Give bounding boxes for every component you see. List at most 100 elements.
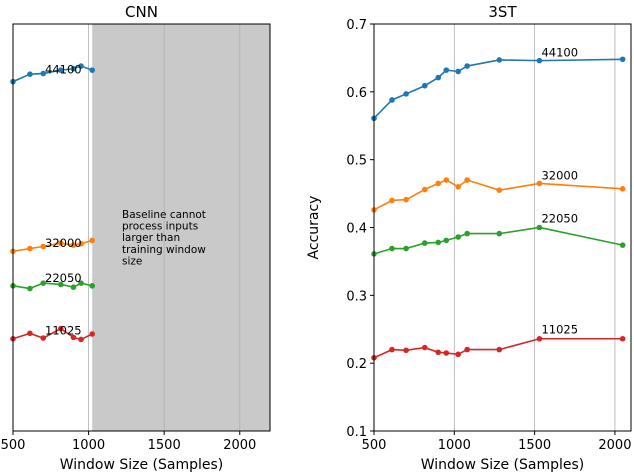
3st-data-point-22050 xyxy=(421,240,428,246)
3st-y-tick-label: 0.5 xyxy=(346,154,367,169)
3st-panel: 44100 32000 22050 11025 500 1000 1500 2000 0.1 0… xyxy=(346,3,632,473)
3st-axes-frame xyxy=(373,23,632,432)
cnn-data-point-11025 xyxy=(57,325,64,332)
3st-series-line-32000 xyxy=(373,179,623,211)
3st-x-tick-label: 2000 xyxy=(598,438,631,453)
3st-data-point-44100 xyxy=(403,91,409,97)
cnn-data-point-11025 xyxy=(70,334,77,341)
3st-data-point-11025 xyxy=(496,346,503,353)
3st-data-point-44100 xyxy=(435,74,442,81)
cnn-data-point-11025 xyxy=(89,331,96,337)
3st-data-point-22050 xyxy=(455,234,461,240)
cnn-annotation-line: size xyxy=(122,255,142,267)
3st-data-point-22050 xyxy=(443,237,450,244)
cnn-annotation-line: Baseline cannot xyxy=(122,209,206,221)
3st-y-tick-label: 0.2 xyxy=(346,357,367,372)
3st-data-point-22050 xyxy=(619,242,626,248)
cnn-data-point-22050 xyxy=(89,283,96,289)
cnn-data-point-22050 xyxy=(70,284,77,290)
cnn-series-label-44100: 44100 xyxy=(45,63,82,77)
3st-y-tick-label: 0.1 xyxy=(346,425,367,440)
cnn-annotation-line: training window xyxy=(122,244,206,256)
3st-data-point-32000 xyxy=(496,187,503,193)
cnn-axes-frame xyxy=(12,23,271,432)
cnn-annotation-line: process inputs xyxy=(122,221,198,233)
cnn-data-point-44100 xyxy=(78,63,84,69)
3st-series-label-44100: 44100 xyxy=(541,46,578,60)
cnn-annotation-line: larger than xyxy=(122,232,180,244)
3st-data-point-22050 xyxy=(536,224,543,231)
cnn-data-point-22050 xyxy=(27,285,33,292)
cnn-data-point-11025 xyxy=(40,335,47,341)
3st-data-point-22050 xyxy=(464,230,470,237)
3st-x-tick-label: 1500 xyxy=(518,438,551,453)
3st-data-point-11025 xyxy=(536,335,543,342)
cnn-data-point-22050 xyxy=(78,280,84,286)
3st-data-point-44100 xyxy=(619,56,626,63)
3st-y-tick-label: 0.7 xyxy=(346,18,367,33)
3st-data-point-11025 xyxy=(389,346,395,353)
cnn-x-tick-label: 1000 xyxy=(72,438,105,453)
3st-y-tick-label: 0.6 xyxy=(346,86,367,101)
3st-data-point-44100 xyxy=(464,63,470,69)
cnn-x-tick-label: 1500 xyxy=(148,438,181,453)
3st-data-point-32000 xyxy=(421,186,428,193)
3st-y-tick-label: 0.3 xyxy=(346,289,367,304)
cnn-data-point-44100 xyxy=(40,70,47,77)
3st-data-point-44100 xyxy=(389,97,395,103)
3st-data-point-11025 xyxy=(435,349,442,356)
3st-data-point-11025 xyxy=(403,347,409,354)
3st-x-tick-label: 500 xyxy=(362,438,387,453)
cnn-series-label-32000: 32000 xyxy=(45,236,82,250)
3st-data-point-44100 xyxy=(421,82,428,89)
3st-data-point-32000 xyxy=(464,177,470,183)
cnn-series-label-11025: 11025 xyxy=(45,324,82,338)
3st-data-point-32000 xyxy=(403,196,409,203)
cnn-data-point-44100 xyxy=(57,67,64,73)
3st-chart-title: 3ST xyxy=(488,3,517,21)
3st-data-point-11025 xyxy=(619,335,626,342)
3st-data-point-11025 xyxy=(464,346,470,353)
3st-data-point-32000 xyxy=(536,180,543,187)
3st-data-point-11025 xyxy=(421,344,428,351)
3st-x-tick-label: 1000 xyxy=(438,438,471,453)
3st-data-point-11025 xyxy=(443,350,450,356)
cnn-x-tick-label: 2000 xyxy=(223,438,256,453)
3st-data-point-44100 xyxy=(443,67,450,73)
cnn-data-point-32000 xyxy=(89,237,96,244)
cnn-chart-title: CNN xyxy=(125,3,158,21)
3st-series-line-44100 xyxy=(373,58,623,119)
cnn-series-label-22050: 22050 xyxy=(45,271,82,285)
3st-data-point-32000 xyxy=(435,180,442,187)
3st-data-point-22050 xyxy=(403,245,409,252)
cnn-data-point-44100 xyxy=(89,67,96,73)
cnn-x-axis-label: Window Size (Samples) xyxy=(60,457,224,473)
3st-series-label-22050: 22050 xyxy=(541,212,578,226)
cnn-shaded-region xyxy=(92,24,271,431)
3st-y-tick-label: 0.4 xyxy=(346,222,367,237)
3st-data-point-22050 xyxy=(435,239,442,246)
3st-data-point-44100 xyxy=(536,57,543,64)
3st-data-point-32000 xyxy=(455,184,461,190)
cnn-data-point-22050 xyxy=(40,280,47,286)
cnn-data-point-44100 xyxy=(70,65,77,72)
y-axis-label: Accuracy xyxy=(306,196,322,260)
3st-data-point-44100 xyxy=(496,57,503,63)
3st-series-label-32000: 32000 xyxy=(541,168,578,182)
3st-series-label-11025: 11025 xyxy=(541,323,578,337)
cnn-x-tick-label: 500 xyxy=(1,438,26,453)
3st-data-point-32000 xyxy=(619,186,626,192)
3st-data-point-22050 xyxy=(496,230,503,237)
cnn-data-point-32000 xyxy=(40,243,47,250)
cnn-data-point-32000 xyxy=(70,242,77,248)
cnn-data-point-44100 xyxy=(27,71,33,77)
3st-x-axis-label: Window Size (Samples) xyxy=(421,457,585,473)
3st-data-point-32000 xyxy=(443,177,450,183)
cnn-data-point-32000 xyxy=(78,240,84,247)
3st-data-point-44100 xyxy=(455,68,461,75)
cnn-data-point-22050 xyxy=(57,281,64,288)
cnn-data-point-11025 xyxy=(78,336,84,343)
3st-data-point-11025 xyxy=(455,351,461,358)
3st-data-point-32000 xyxy=(389,197,395,204)
